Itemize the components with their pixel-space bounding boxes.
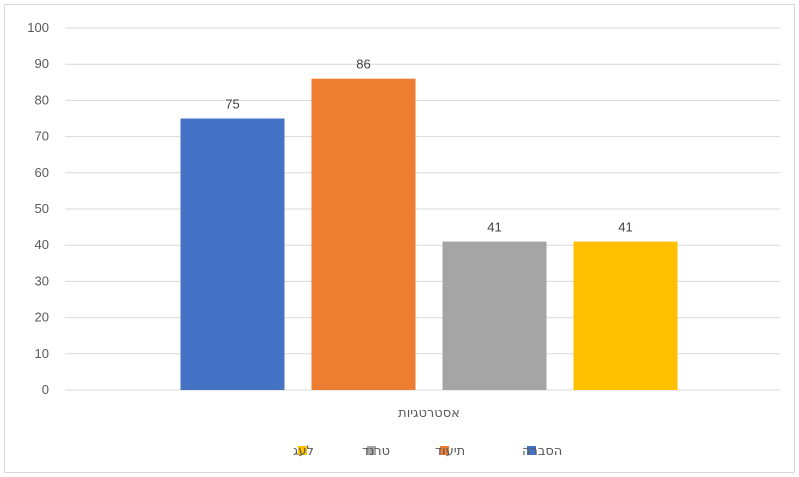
legend-swatch <box>367 446 376 455</box>
legend-swatch <box>527 446 536 455</box>
bar-2 <box>311 78 416 391</box>
y-tick-label: 100 <box>27 20 49 35</box>
y-axis-ticks: 0 10 20 30 40 50 60 70 80 90 100 <box>27 20 49 397</box>
y-tick-label: 80 <box>35 92 49 107</box>
legend-swatch <box>440 446 449 455</box>
y-tick-label: 20 <box>35 310 49 325</box>
data-label: 41 <box>487 220 501 235</box>
legend-label: הסברה <box>522 444 562 459</box>
bar-3 <box>442 241 547 390</box>
legend-item: טרנד <box>362 444 390 459</box>
legend-item: הסברה <box>522 444 562 459</box>
legend-label: תיעוד <box>435 444 465 459</box>
y-tick-label: 40 <box>35 237 49 252</box>
bar-4 <box>573 241 678 390</box>
x-category-label: אסטרטגיות <box>398 406 460 421</box>
legend-item: תיעוד <box>435 444 465 459</box>
legend-swatch <box>298 446 307 455</box>
legend: הסברה תיעוד טרנד לעג <box>293 444 562 459</box>
legend-label: טרנד <box>362 444 390 459</box>
y-tick-label: 10 <box>35 346 49 361</box>
data-label: 86 <box>356 57 370 72</box>
y-tick-label: 70 <box>35 129 49 144</box>
x-axis-categories: אסטרטגיות <box>398 406 460 421</box>
data-label: 41 <box>618 220 632 235</box>
y-tick-label: 30 <box>35 273 49 288</box>
bars <box>180 78 678 391</box>
bar-1 <box>180 118 285 390</box>
chart-frame: 0 10 20 30 40 50 60 70 80 90 100 75 86 41 41 אסטרטגיו… <box>4 4 795 473</box>
y-tick-label: 50 <box>35 201 49 216</box>
legend-item: לעג <box>293 444 314 459</box>
data-labels: 75 86 41 41 <box>225 57 632 235</box>
legend-label: לעג <box>293 444 314 459</box>
data-label: 75 <box>225 97 239 112</box>
y-tick-label: 60 <box>35 165 49 180</box>
bar-chart: 0 10 20 30 40 50 60 70 80 90 100 75 86 41 41 אסטרטגיו… <box>27 20 780 459</box>
y-tick-label: 0 <box>42 382 49 397</box>
y-tick-label: 90 <box>35 56 49 71</box>
